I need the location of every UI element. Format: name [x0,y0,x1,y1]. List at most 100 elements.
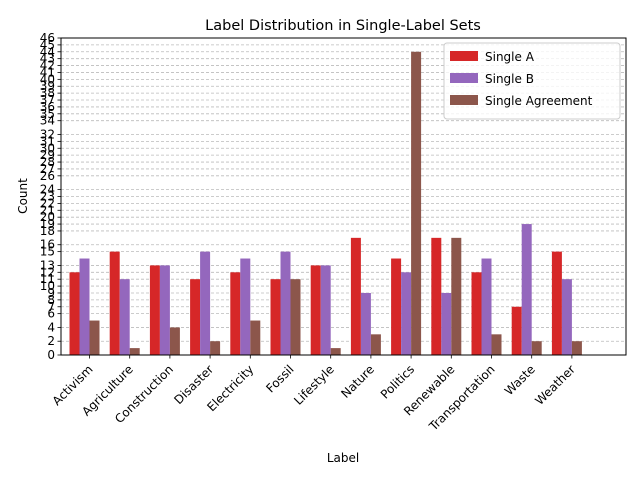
bar-single-agreement-electricity [250,320,261,355]
legend-swatch [450,95,478,105]
bar-single-a-fossil [270,279,281,355]
legend-box [443,42,621,120]
bar-single-b-fossil [280,251,291,355]
chart-title: Label Distribution in Single-Label Sets [205,18,481,34]
y-tick-label: 2 [47,334,55,348]
y-tick-label: 36 [40,100,55,114]
y-tick-label: 19 [40,217,55,231]
bar-single-a-disaster [190,279,201,355]
y-tick-label: 46 [40,31,55,45]
y-tick-label: 35 [40,107,55,121]
legend: Single A Single B Single Agreement [443,42,621,120]
bar-single-agreement-fossil [290,279,301,355]
y-tick-label: 8 [47,293,55,307]
y-axis-label: Count [16,178,30,214]
bar-single-a-politics [391,258,402,355]
y-tick-label: 39 [40,79,55,93]
bar-single-b-politics [401,272,412,355]
y-tick-label: 6 [47,307,55,321]
bar-single-b-activism [79,258,90,355]
x-tick-label: Weather [532,362,578,408]
bar-single-agreement-lifestyle [330,348,341,355]
legend-label: Single Agreement [485,94,593,108]
y-tick-label: 0 [47,348,55,362]
y-tick-label: 9 [47,286,55,300]
legend-label: Single A [485,50,535,64]
bar-single-a-construction [149,265,160,355]
y-tick-label: 38 [40,86,55,100]
y-tick-label: 24 [40,183,55,197]
y-tick-label: 37 [40,93,55,107]
bar-single-b-renewable [441,292,452,355]
y-tick-label: 32 [40,127,55,141]
y-tick-label: 26 [40,169,55,183]
bar-single-agreement-disaster [210,341,221,355]
y-tick-label: 31 [40,134,55,148]
bar-single-agreement-agriculture [129,348,140,355]
bar-single-a-waste [511,306,522,355]
bar-single-agreement-politics [411,51,422,356]
y-tick-label: 28 [40,155,55,169]
y-tick-label: 42 [40,59,55,73]
x-axis-ticks: ActivismAgricultureConstructionDisasterE… [50,355,578,434]
bar-single-a-electricity [230,272,241,355]
bar-single-a-weather [551,251,562,355]
bar-single-b-transportation [481,258,492,355]
y-tick-label: 18 [40,224,55,238]
bar-single-b-nature [360,292,371,355]
x-tick-label: Waste [502,362,538,398]
y-tick-label: 34 [40,114,55,128]
y-tick-label: 44 [40,45,55,59]
bar-single-b-construction [159,265,170,355]
bar-single-agreement-waste [531,341,542,355]
bar-single-a-renewable [431,237,442,355]
x-tick-label: Nature [338,362,377,401]
y-tick-label: 30 [40,141,55,155]
x-tick-label: Lifestyle [291,362,337,408]
y-axis-ticks: 0246789101112131516181920212223242627282… [40,31,61,362]
bar-single-a-agriculture [109,251,120,355]
y-tick-label: 7 [47,300,55,314]
bar-single-agreement-activism [89,320,100,355]
bar-single-a-transportation [471,272,482,355]
bar-single-b-agriculture [119,279,130,355]
bar-single-a-nature [350,237,361,355]
legend-swatch [450,73,478,83]
y-tick-label: 27 [40,162,55,176]
bar-single-b-lifestyle [320,265,331,355]
x-tick-label: Fossil [263,362,296,395]
x-tick-label: Politics [378,362,417,401]
bar-single-agreement-nature [370,334,381,355]
bar-single-agreement-renewable [451,237,462,355]
y-tick-label: 23 [40,190,55,204]
y-tick-label: 20 [40,210,55,224]
x-axis-label: Label [327,451,359,465]
legend-swatch [450,51,478,61]
bars [69,51,582,356]
bar-single-agreement-weather [571,341,582,355]
y-tick-label: 10 [40,279,55,293]
bar-single-a-activism [69,272,80,355]
bar-single-b-waste [521,224,532,355]
y-tick-label: 12 [40,265,55,279]
y-tick-label: 21 [40,203,55,217]
y-tick-label: 41 [40,65,55,79]
y-tick-label: 29 [40,148,55,162]
bar-single-b-disaster [200,251,211,355]
y-tick-label: 16 [40,238,55,252]
y-tick-label: 4 [47,320,55,334]
y-tick-label: 40 [40,72,55,86]
bar-single-agreement-construction [169,327,180,355]
bar-single-a-lifestyle [310,265,321,355]
y-tick-label: 15 [40,245,55,259]
y-tick-label: 13 [40,258,55,272]
y-tick-label: 11 [40,272,55,286]
y-tick-label: 45 [40,38,55,52]
y-tick-label: 43 [40,52,55,66]
legend-label: Single B [485,72,534,86]
bar-single-b-weather [561,279,572,355]
bar-single-b-electricity [240,258,251,355]
bar-single-agreement-transportation [491,334,502,355]
